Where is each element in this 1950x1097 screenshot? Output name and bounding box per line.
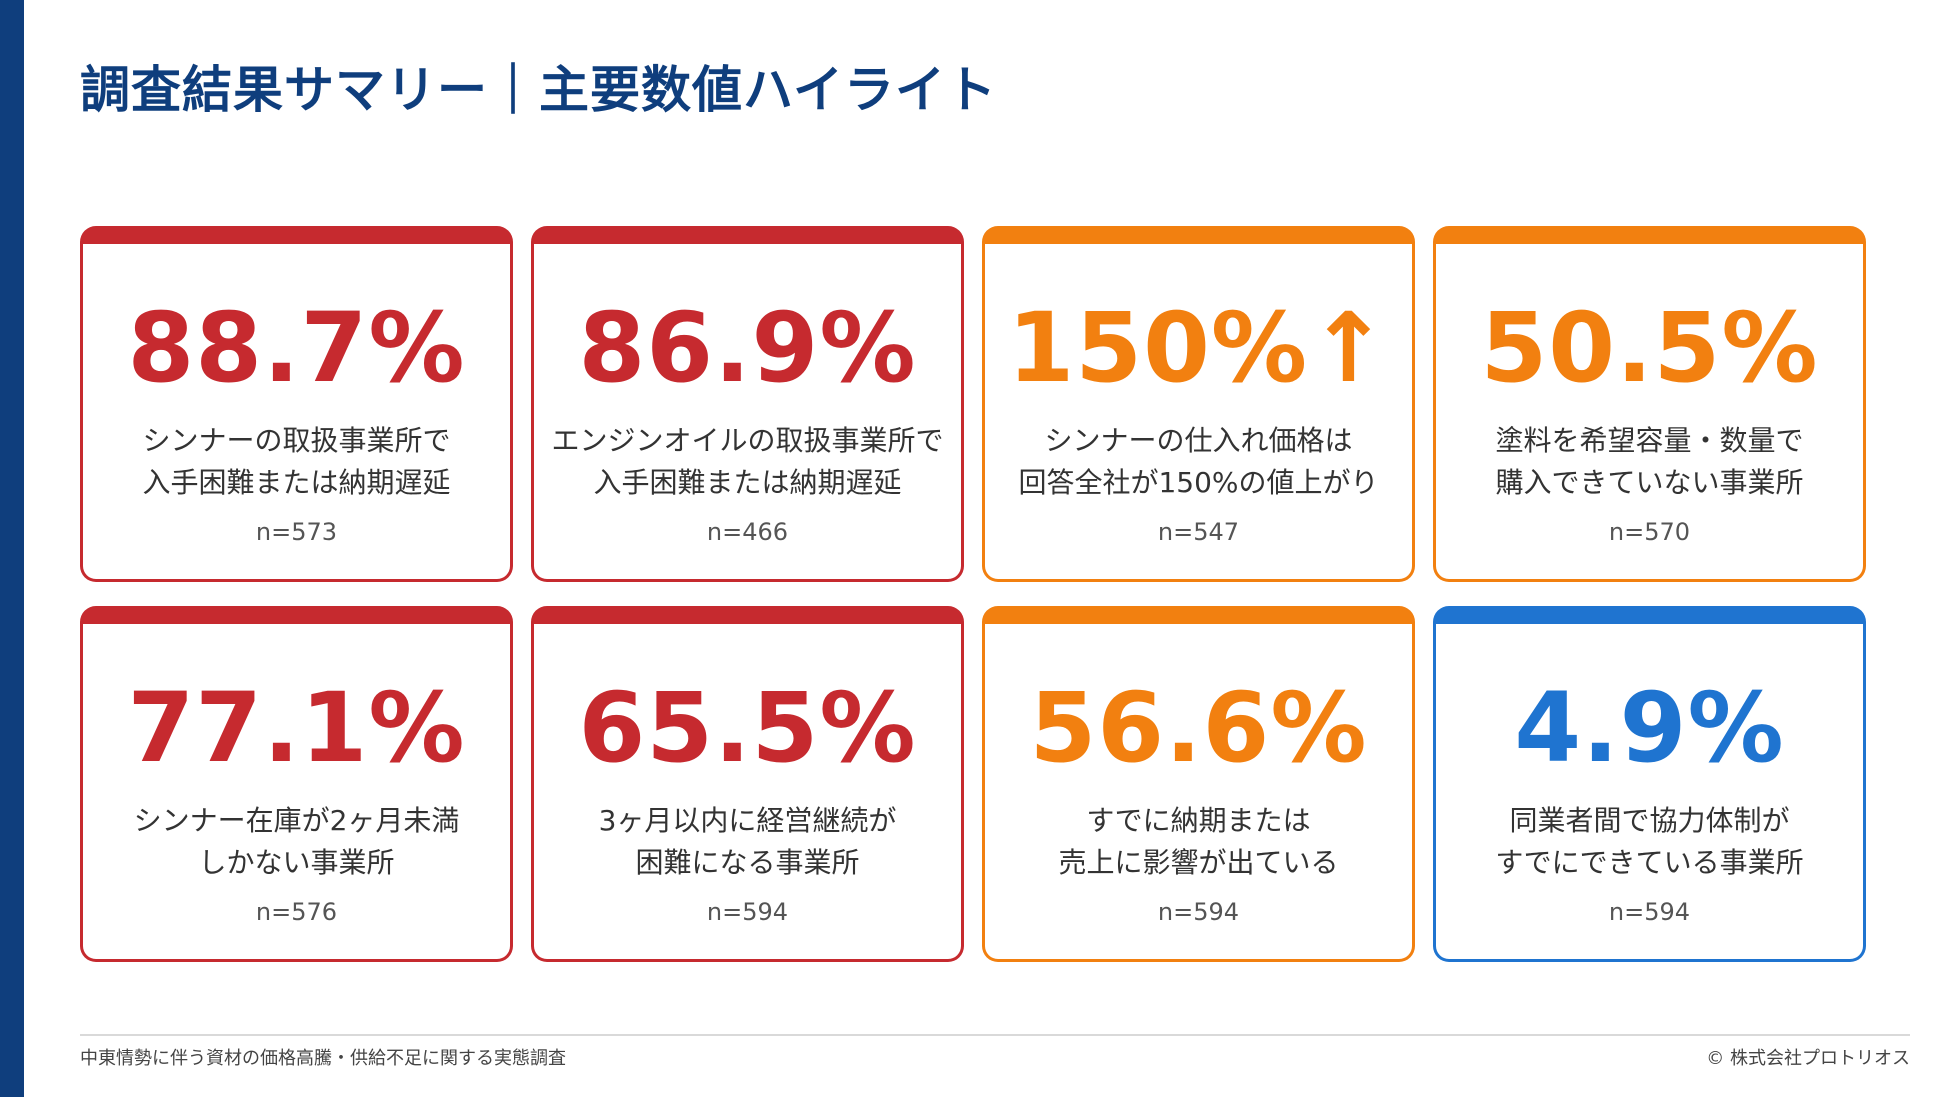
- card-description-line: 入手困難または納期遅延: [142, 466, 451, 499]
- card-sample-size: n=594: [706, 898, 789, 926]
- highlight-card: 150%↑ シンナーの仕入れ価格は 回答全社が150%の値上がり n=547: [982, 226, 1415, 582]
- card-value: 50.5%: [1480, 292, 1819, 404]
- card-description-line: 3ヶ月以内に経営継続が: [598, 804, 897, 837]
- card-description: シンナーの仕入れ価格は 回答全社が150%の値上がり: [1018, 420, 1378, 504]
- card-description-line: 同業者間で協力体制が: [1509, 804, 1790, 837]
- highlight-card: 56.6% すでに納期または 売上に影響が出ている n=594: [982, 606, 1415, 962]
- card-description-line: しかない事業所: [198, 846, 395, 879]
- card-value: 65.5%: [578, 672, 917, 784]
- card-value: 77.1%: [127, 672, 466, 784]
- card-value: 88.7%: [127, 292, 466, 404]
- card-description: すでに納期または 売上に影響が出ている: [1058, 800, 1338, 884]
- card-sample-size: n=576: [255, 898, 338, 926]
- card-value: 4.9%: [1514, 672, 1785, 784]
- card-description-line: 回答全社が150%の値上がり: [1018, 466, 1379, 499]
- footer-copyright: © 株式会社プロトリオス: [1706, 1048, 1910, 1069]
- card-description: 塗料を希望容量・数量で 購入できていない事業所: [1495, 420, 1803, 504]
- card-description: 同業者間で協力体制が すでにできている事業所: [1495, 800, 1803, 884]
- card-description-line: すでにできている事業所: [1495, 846, 1804, 879]
- card-description-line: すでに納期または: [1086, 804, 1311, 837]
- highlight-card: 4.9% 同業者間で協力体制が すでにできている事業所 n=594: [1433, 606, 1866, 962]
- highlight-card: 50.5% 塗料を希望容量・数量で 購入できていない事業所 n=570: [1433, 226, 1866, 582]
- highlight-card: 77.1% シンナー在庫が2ヶ月未満 しかない事業所 n=576: [80, 606, 513, 962]
- card-description-line: 売上に影響が出ている: [1058, 846, 1339, 879]
- card-sample-size: n=594: [1608, 898, 1691, 926]
- left-accent-bar: [0, 0, 24, 1097]
- card-value: 150%↑: [1007, 292, 1390, 404]
- card-description: エンジンオイルの取扱事業所で 入手困難または納期遅延: [551, 420, 943, 504]
- card-description-line: シンナーの仕入れ価格は: [1044, 424, 1353, 457]
- card-description: シンナーの取扱事業所で 入手困難または納期遅延: [142, 420, 450, 504]
- highlight-card: 86.9% エンジンオイルの取扱事業所で 入手困難または納期遅延 n=466: [531, 226, 964, 582]
- card-description-line: シンナーの取扱事業所で: [142, 424, 451, 457]
- card-sample-size: n=570: [1608, 518, 1691, 546]
- card-description-line: 塗料を希望容量・数量で: [1495, 424, 1804, 457]
- highlight-card: 65.5% 3ヶ月以内に経営継続が 困難になる事業所 n=594: [531, 606, 964, 962]
- card-description-line: 困難になる事業所: [635, 846, 860, 879]
- highlight-card-grid: 88.7% シンナーの取扱事業所で 入手困難または納期遅延 n=573 86.9…: [80, 226, 1868, 962]
- card-value: 86.9%: [578, 292, 917, 404]
- card-value: 56.6%: [1029, 672, 1368, 784]
- card-description: 3ヶ月以内に経営継続が 困難になる事業所: [599, 800, 897, 884]
- card-sample-size: n=594: [1157, 898, 1240, 926]
- card-description-line: 購入できていない事業所: [1495, 466, 1804, 499]
- footer-divider: [80, 1034, 1910, 1036]
- page-title: 調査結果サマリー｜主要数値ハイライト: [80, 61, 997, 119]
- card-description-line: 入手困難または納期遅延: [593, 466, 902, 499]
- card-sample-size: n=547: [1157, 518, 1240, 546]
- card-description-line: シンナー在庫が2ヶ月未満: [133, 804, 460, 837]
- footer-survey-title: 中東情勢に伴う資材の価格高騰・供給不足に関する実態調査: [80, 1048, 566, 1069]
- card-sample-size: n=573: [255, 518, 338, 546]
- card-sample-size: n=466: [706, 518, 789, 546]
- highlight-card: 88.7% シンナーの取扱事業所で 入手困難または納期遅延 n=573: [80, 226, 513, 582]
- card-description: シンナー在庫が2ヶ月未満 しかない事業所: [134, 800, 460, 884]
- card-description-line: エンジンオイルの取扱事業所で: [551, 424, 944, 457]
